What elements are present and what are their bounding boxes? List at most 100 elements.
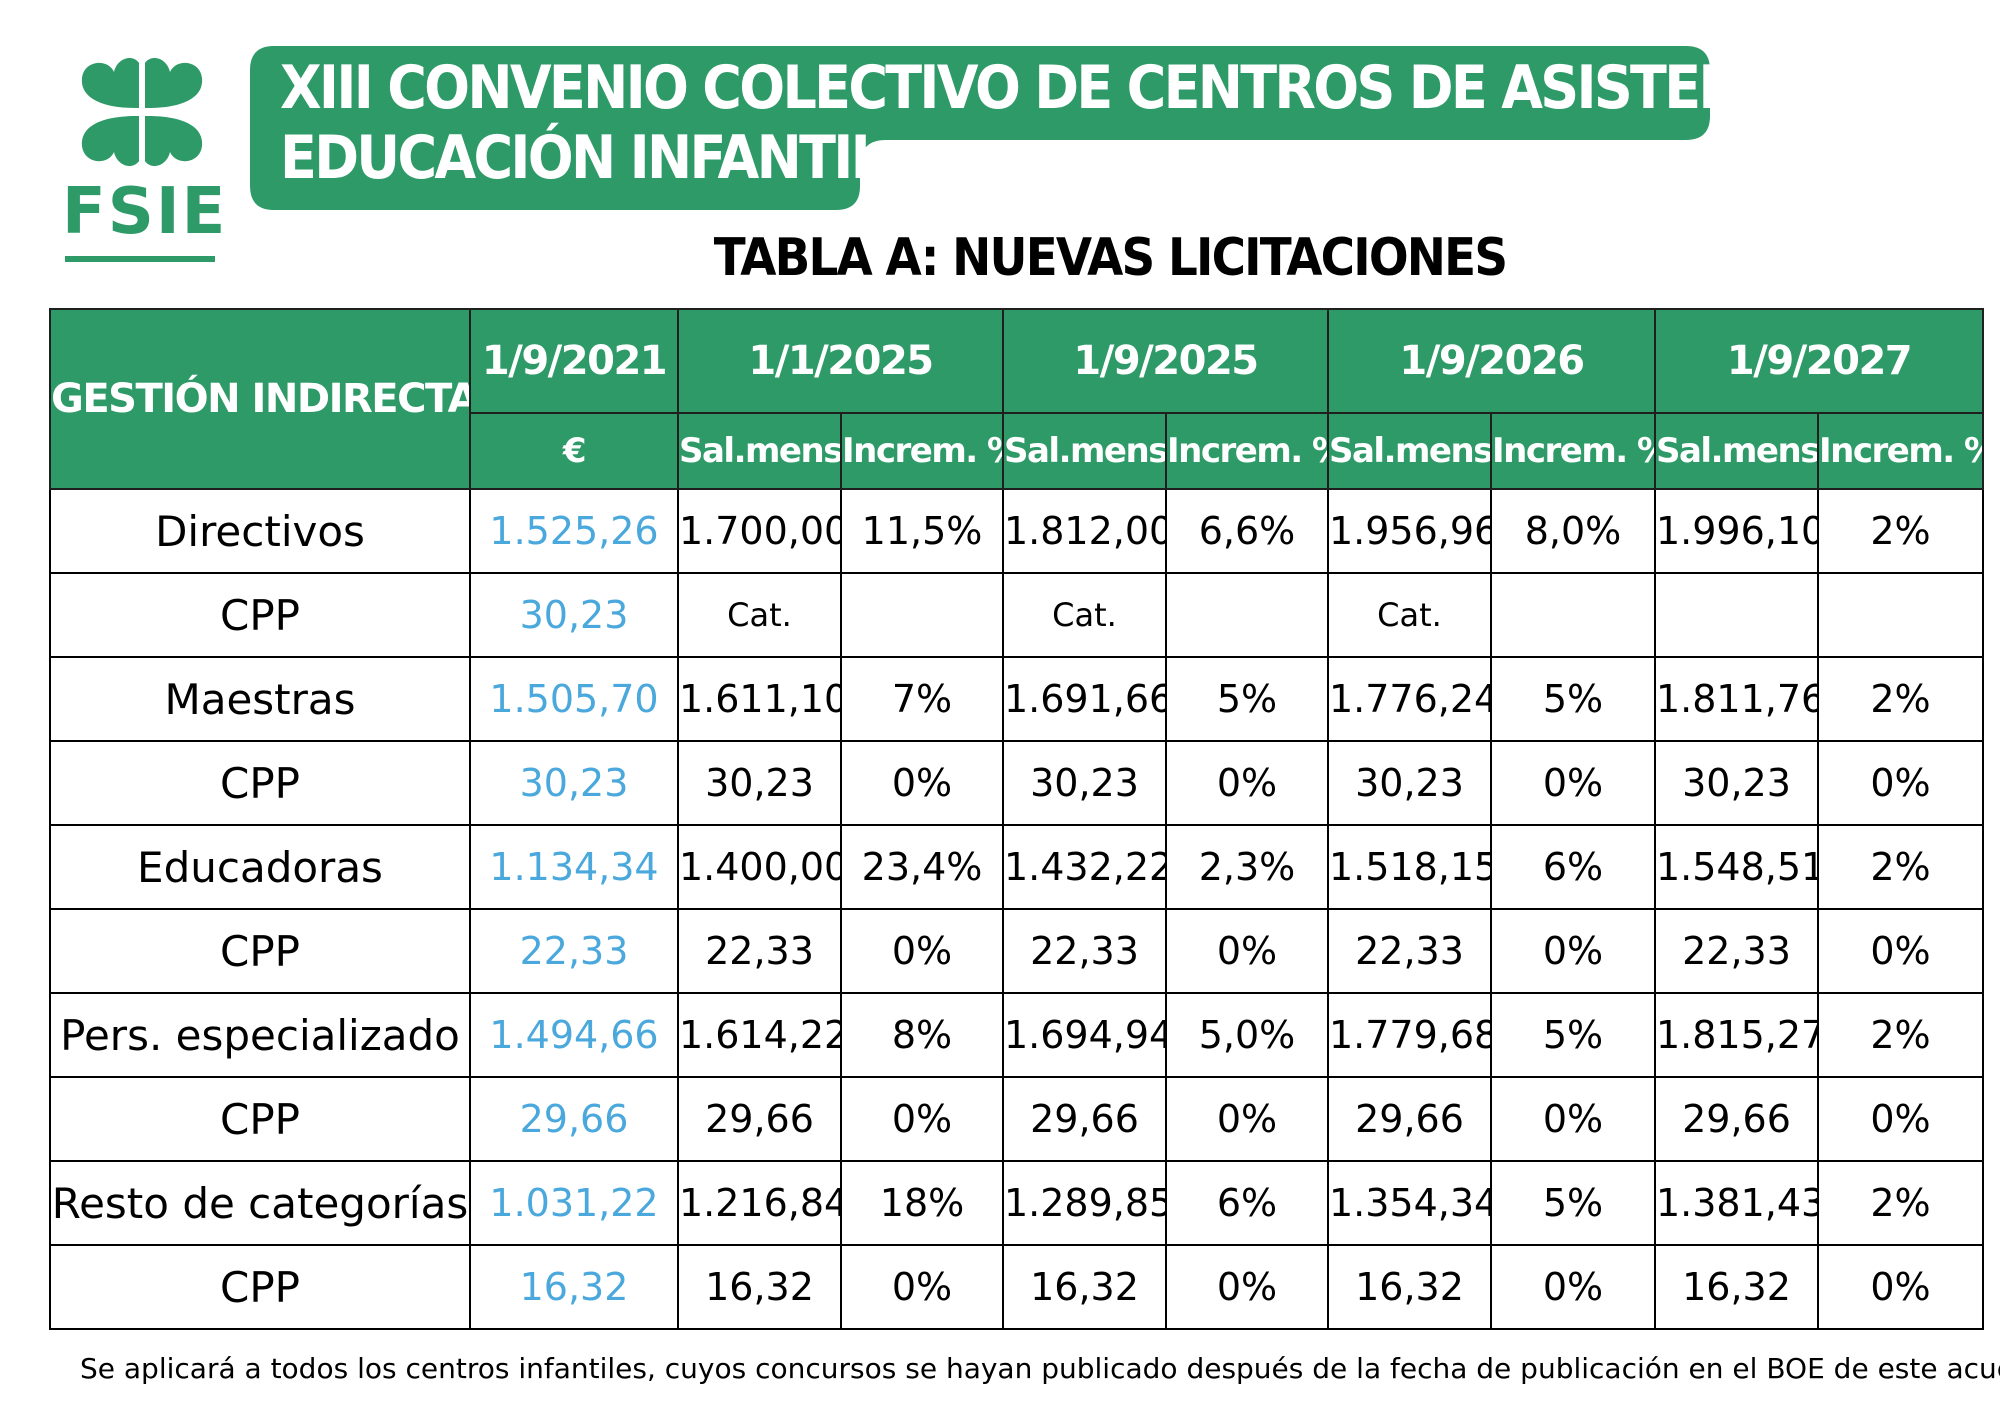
value-cell: 22,33 bbox=[1002, 908, 1167, 994]
value-cell: 2,3% bbox=[1165, 824, 1329, 910]
table-row: Directivos 1.525,26 1.700,00 11,5% 1.812,00 6… bbox=[49, 488, 1984, 574]
value-cell: 30,23 bbox=[1654, 740, 1819, 826]
value-cell: 8,0% bbox=[1490, 488, 1656, 574]
category-cell: Directivos bbox=[49, 488, 471, 574]
value-cell: 5% bbox=[1490, 1160, 1656, 1246]
logo-underline bbox=[65, 256, 215, 262]
table-row: Pers. especializado 1.494,66 1.614,22 8% 1.6… bbox=[49, 992, 1984, 1078]
header-subcolumn: Sal.mens bbox=[677, 412, 842, 490]
value-cell: 0% bbox=[1165, 740, 1329, 826]
value-cell: 0% bbox=[1165, 1076, 1329, 1162]
category-cell: CPP bbox=[49, 740, 471, 826]
base-salary-cell: 1.494,66 bbox=[469, 992, 679, 1078]
value-cell: 0% bbox=[1165, 1244, 1329, 1330]
footer-note: Se aplicará a todos los centros infantil… bbox=[80, 1352, 2000, 1385]
value-cell: 0% bbox=[840, 740, 1004, 826]
fsie-logo: FSIE bbox=[62, 50, 228, 270]
value-cell: 1.614,22 bbox=[677, 992, 842, 1078]
value-cell: 0% bbox=[1490, 1244, 1656, 1330]
value-cell bbox=[1654, 572, 1819, 658]
value-cell: 1.691,66 bbox=[1002, 656, 1167, 742]
value-cell: 0% bbox=[840, 908, 1004, 994]
category-cell: Resto de categorías bbox=[49, 1160, 471, 1246]
category-cell: CPP bbox=[49, 1076, 471, 1162]
category-cell: CPP bbox=[49, 908, 471, 994]
table-row: CPP 29,66 29,66 0% 29,66 0% 29,66 0% 29,66 0% bbox=[49, 1076, 1984, 1162]
value-cell: 6% bbox=[1490, 824, 1656, 910]
value-cell: 16,32 bbox=[1654, 1244, 1819, 1330]
value-cell: 1.776,24 bbox=[1327, 656, 1492, 742]
header-subcolumn: Sal.mens bbox=[1654, 412, 1819, 490]
header-subcolumn: Sal.mens bbox=[1002, 412, 1167, 490]
header-date: 1/9/2027 bbox=[1654, 308, 1984, 414]
value-cell bbox=[840, 572, 1004, 658]
value-cell: 30,23 bbox=[1002, 740, 1167, 826]
base-salary-cell: 29,66 bbox=[469, 1076, 679, 1162]
page-title-line1: XIII CONVENIO COLECTIVO DE CENTROS DE AS… bbox=[280, 53, 1889, 123]
value-cell: 1.432,22 bbox=[1002, 824, 1167, 910]
value-cell: 0% bbox=[1490, 908, 1656, 994]
page-title-line2: EDUCACIÓN INFANTIL bbox=[280, 123, 885, 193]
table-row: CPP 16,32 16,32 0% 16,32 0% 16,32 0% 16,32 0% bbox=[49, 1244, 1984, 1330]
value-cell: 23,4% bbox=[840, 824, 1004, 910]
logo-text: FSIE bbox=[62, 175, 228, 249]
category-cell: CPP bbox=[49, 572, 471, 658]
value-cell: 2% bbox=[1817, 656, 1984, 742]
header-date: 1/9/2021 bbox=[469, 308, 679, 414]
value-cell: 5% bbox=[1490, 992, 1656, 1078]
value-cell: 29,66 bbox=[1002, 1076, 1167, 1162]
base-salary-cell: 1.031,22 bbox=[469, 1160, 679, 1246]
table-row: CPP 30,23 Cat. Cat. Cat. bbox=[49, 572, 1984, 658]
value-cell: 2% bbox=[1817, 1160, 1984, 1246]
value-cell: 1.812,00 bbox=[1002, 488, 1167, 574]
value-cell: 1.548,51 bbox=[1654, 824, 1819, 910]
value-cell: 29,66 bbox=[1654, 1076, 1819, 1162]
value-cell: 11,5% bbox=[840, 488, 1004, 574]
value-cell: 16,32 bbox=[1002, 1244, 1167, 1330]
header-currency: € bbox=[469, 412, 679, 490]
value-cell: 16,32 bbox=[677, 1244, 842, 1330]
value-cell: 0% bbox=[1817, 740, 1984, 826]
table-row: Resto de categorías 1.031,22 1.216,84 18% 1.… bbox=[49, 1160, 1984, 1246]
value-cell: 1.815,27 bbox=[1654, 992, 1819, 1078]
header-date: 1/9/2026 bbox=[1327, 308, 1656, 414]
value-cell: 1.518,15 bbox=[1327, 824, 1492, 910]
table-row: Educadoras 1.134,34 1.400,00 23,4% 1.432,22 2… bbox=[49, 824, 1984, 910]
header-subcolumn: Sal.mens bbox=[1327, 412, 1492, 490]
header-date: 1/1/2025 bbox=[677, 308, 1004, 414]
value-cell: 7% bbox=[840, 656, 1004, 742]
value-cell: 30,23 bbox=[1327, 740, 1492, 826]
value-cell: 1.381,43 bbox=[1654, 1160, 1819, 1246]
header-date: 1/9/2025 bbox=[1002, 308, 1329, 414]
value-cell: 1.996,10 bbox=[1654, 488, 1819, 574]
value-cell: 5% bbox=[1165, 656, 1329, 742]
value-cell: Cat. bbox=[1327, 572, 1492, 658]
clover-icon bbox=[72, 58, 212, 172]
table-row: Maestras 1.505,70 1.611,10 7% 1.691,66 5% 1.77… bbox=[49, 656, 1984, 742]
base-salary-cell: 16,32 bbox=[469, 1244, 679, 1330]
value-cell: 1.354,34 bbox=[1327, 1160, 1492, 1246]
category-cell: Educadoras bbox=[49, 824, 471, 910]
value-cell: 6,6% bbox=[1165, 488, 1329, 574]
table-row: CPP 22,33 22,33 0% 22,33 0% 22,33 0% 22,33 0% bbox=[49, 908, 1984, 994]
base-salary-cell: 1.505,70 bbox=[469, 656, 679, 742]
value-cell: 22,33 bbox=[677, 908, 842, 994]
value-cell: 1.700,00 bbox=[677, 488, 842, 574]
value-cell: 30,23 bbox=[677, 740, 842, 826]
value-cell: 1.611,10 bbox=[677, 656, 842, 742]
value-cell: 5% bbox=[1490, 656, 1656, 742]
value-cell: 22,33 bbox=[1327, 908, 1492, 994]
base-salary-cell: 1.525,26 bbox=[469, 488, 679, 574]
value-cell: 0% bbox=[1817, 1076, 1984, 1162]
value-cell: 1.956,96 bbox=[1327, 488, 1492, 574]
value-cell: 1.289,85 bbox=[1002, 1160, 1167, 1246]
category-cell: CPP bbox=[49, 1244, 471, 1330]
value-cell: Cat. bbox=[677, 572, 842, 658]
value-cell: 1.694,94 bbox=[1002, 992, 1167, 1078]
value-cell: 6% bbox=[1165, 1160, 1329, 1246]
value-cell: 8% bbox=[840, 992, 1004, 1078]
category-cell: Maestras bbox=[49, 656, 471, 742]
value-cell: 0% bbox=[840, 1244, 1004, 1330]
value-cell: 1.779,68 bbox=[1327, 992, 1492, 1078]
category-cell: Pers. especializado bbox=[49, 992, 471, 1078]
